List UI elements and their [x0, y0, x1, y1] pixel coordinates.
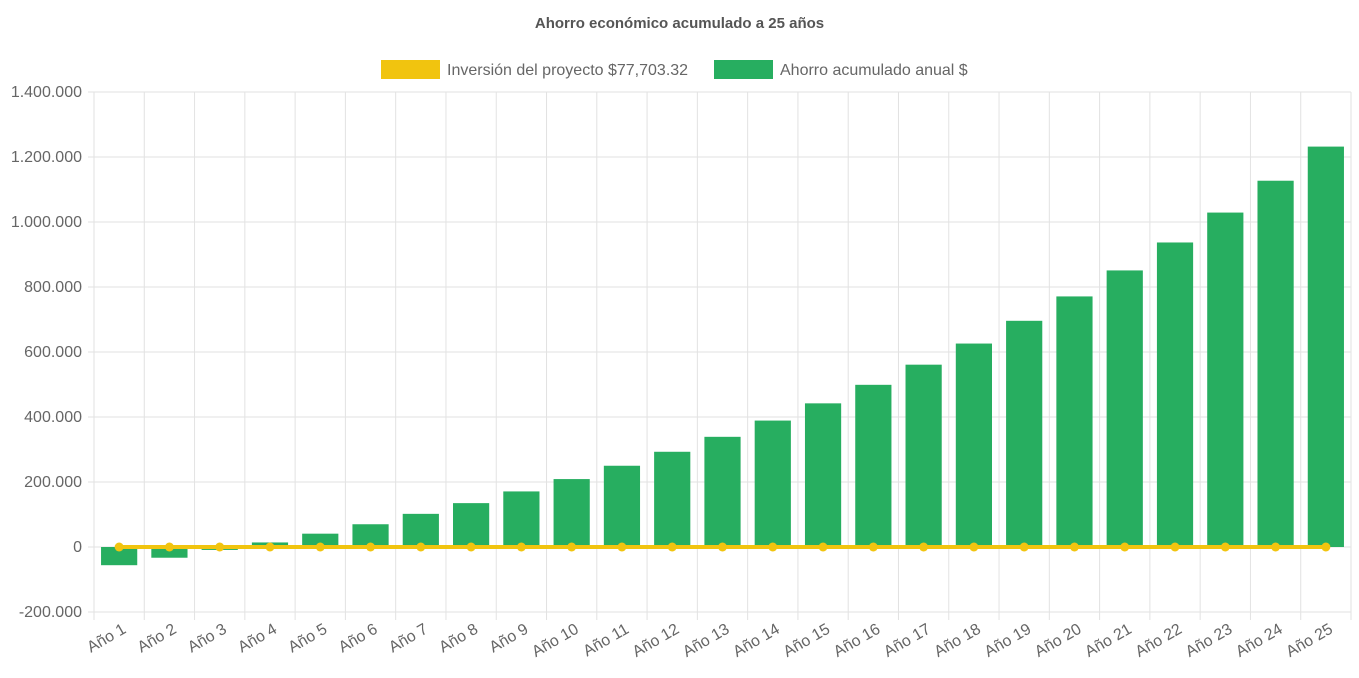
line-point[interactable]	[617, 542, 627, 552]
x-tick-label: Año 25	[1283, 621, 1336, 661]
legend-item[interactable]: Inversión del proyecto $77,703.32	[381, 60, 688, 79]
x-tick-label: Año 6	[336, 621, 381, 657]
x-tick-label: Año 10	[529, 621, 582, 661]
line-point[interactable]	[818, 542, 828, 552]
x-tick-label: Año 13	[680, 621, 733, 661]
bar[interactable]	[804, 403, 842, 547]
y-tick-label: 0	[73, 539, 82, 556]
line-point[interactable]	[1120, 542, 1130, 552]
x-tick-label: Año 23	[1183, 621, 1236, 661]
x-tick-label: Año 2	[135, 621, 180, 657]
y-tick-label: -200.000	[19, 604, 82, 621]
x-tick-label: Año 4	[235, 621, 280, 657]
x-tick-label: Año 9	[487, 621, 532, 657]
line-point[interactable]	[1019, 542, 1029, 552]
bar[interactable]	[603, 465, 641, 547]
x-tick-label: Año 19	[982, 621, 1035, 661]
y-tick-label: 1.400.000	[11, 84, 82, 101]
bar[interactable]	[955, 343, 993, 547]
x-tick-label: Año 14	[730, 621, 783, 661]
legend-label: Ahorro acumulado anual $	[780, 62, 968, 79]
line-point[interactable]	[1220, 542, 1230, 552]
legend[interactable]: Inversión del proyecto $77,703.32 Ahorro …	[381, 60, 968, 79]
x-tick-label: Año 15	[781, 621, 834, 661]
bar[interactable]	[855, 384, 892, 547]
bar[interactable]	[503, 491, 540, 547]
bar[interactable]	[1156, 242, 1194, 547]
bar[interactable]	[754, 420, 791, 547]
legend-label: Inversión del proyecto $77,703.32	[447, 62, 688, 79]
x-tick-label: Año 11	[581, 621, 632, 661]
line-point[interactable]	[567, 542, 577, 552]
bar[interactable]	[1106, 270, 1143, 547]
y-tick-label: 800.000	[24, 279, 82, 296]
bar[interactable]	[101, 547, 138, 566]
line-point[interactable]	[1170, 542, 1180, 552]
chart-title: Ahorro económico acumulado a 25 años	[535, 15, 824, 32]
line-point[interactable]	[868, 542, 878, 552]
x-tick-label: Año 20	[1032, 621, 1085, 661]
x-tick-label: Año 22	[1133, 621, 1186, 661]
bar[interactable]	[553, 479, 590, 547]
y-axis: 1.400.000 1.200.000 1.000.000 800.000 600.00…	[11, 84, 82, 621]
bar[interactable]	[1006, 320, 1043, 547]
line-point[interactable]	[114, 542, 124, 552]
x-tick-label: Año 21	[1082, 621, 1135, 661]
line-point[interactable]	[265, 542, 275, 552]
y-tick-label: 1.000.000	[11, 214, 82, 231]
x-tick-label: Año 16	[831, 621, 884, 661]
x-tick-label: Año 8	[436, 621, 481, 657]
line-point[interactable]	[366, 542, 376, 552]
x-tick-label: Año 5	[286, 621, 331, 657]
line-point[interactable]	[516, 542, 526, 552]
x-tick-label: Año 18	[931, 621, 984, 661]
bar[interactable]	[1207, 212, 1244, 547]
x-axis: Año 1 Año 2 Año 3 Año 4 Año 5 Año 6 Año 7 Año 8…	[84, 621, 1336, 661]
line-series	[114, 542, 1331, 552]
y-tick-label: 1.200.000	[11, 149, 82, 166]
legend-swatch	[714, 60, 773, 79]
legend-item[interactable]: Ahorro acumulado anual $	[714, 60, 968, 79]
line-point[interactable]	[667, 542, 677, 552]
x-tick-label: Año 17	[881, 621, 934, 661]
line-point[interactable]	[466, 542, 476, 552]
line-point[interactable]	[919, 542, 929, 552]
x-tick-label: Año 1	[84, 621, 129, 657]
line-point[interactable]	[215, 542, 225, 552]
bar[interactable]	[654, 451, 691, 547]
line-point[interactable]	[1271, 542, 1281, 552]
gridlines	[88, 91, 1352, 620]
y-tick-label: 400.000	[24, 409, 82, 426]
x-tick-label: Año 12	[630, 621, 683, 661]
bar[interactable]	[151, 547, 188, 558]
bar[interactable]	[402, 513, 439, 547]
x-tick-label: Año 7	[386, 621, 431, 657]
line-point[interactable]	[969, 542, 979, 552]
bar[interactable]	[302, 533, 339, 547]
bar[interactable]	[704, 436, 741, 547]
line-point[interactable]	[718, 542, 727, 552]
line-point[interactable]	[768, 542, 778, 552]
line-point[interactable]	[1069, 542, 1079, 552]
line-point[interactable]	[315, 542, 325, 552]
line-point[interactable]	[416, 542, 426, 552]
y-tick-label: 200.000	[24, 474, 82, 491]
x-tick-label: Año 24	[1233, 621, 1286, 661]
line-point[interactable]	[1321, 542, 1331, 552]
bar[interactable]	[1257, 180, 1294, 547]
bar[interactable]	[452, 503, 490, 547]
legend-swatch	[381, 60, 440, 79]
x-tick-label: Año 3	[185, 621, 230, 657]
bar[interactable]	[1307, 146, 1344, 547]
y-tick-label: 600.000	[24, 344, 82, 361]
bar[interactable]	[352, 524, 389, 547]
bar[interactable]	[905, 364, 942, 547]
line-point[interactable]	[164, 542, 174, 552]
bar-series	[101, 146, 1344, 566]
bar[interactable]	[1056, 296, 1093, 547]
